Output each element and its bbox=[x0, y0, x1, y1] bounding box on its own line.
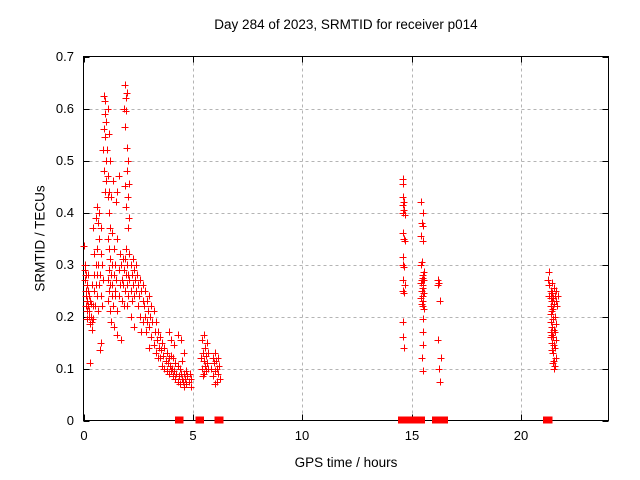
zero-line-marker-run bbox=[431, 416, 442, 424]
y-tick-label: 0.7 bbox=[55, 49, 74, 64]
x-tick-label: 20 bbox=[513, 428, 529, 443]
zero-line-marker-run bbox=[543, 416, 553, 424]
x-tick-label: 15 bbox=[404, 428, 420, 443]
y-tick-label: 0 bbox=[66, 413, 74, 428]
data-point-markers bbox=[80, 81, 562, 391]
chart-title: Day 284 of 2023, SRMTID for receiver p01… bbox=[214, 17, 478, 32]
x-tick-label: 10 bbox=[294, 428, 310, 443]
zero-line-marker-run bbox=[195, 416, 205, 424]
y-tick-label: 0.2 bbox=[55, 309, 74, 324]
zero-line-marker-run bbox=[408, 416, 425, 424]
plot-border bbox=[83, 56, 609, 421]
y-tick-label: 0.6 bbox=[55, 101, 74, 116]
zero-line-marker-run bbox=[175, 416, 184, 424]
zero-line-marker-run bbox=[398, 416, 409, 424]
y-tick-label: 0.4 bbox=[55, 205, 74, 220]
x-tick-label: 5 bbox=[189, 428, 197, 443]
y-tick-label: 0.3 bbox=[55, 257, 74, 272]
x-tick-label: 0 bbox=[80, 428, 88, 443]
y-tick-label: 0.1 bbox=[55, 361, 74, 376]
y-tick-label: 0.5 bbox=[55, 153, 74, 168]
zero-line-marker-run bbox=[438, 416, 449, 424]
zero-line-marker-run bbox=[214, 416, 224, 424]
x-axis-title: GPS time / hours bbox=[294, 455, 398, 470]
